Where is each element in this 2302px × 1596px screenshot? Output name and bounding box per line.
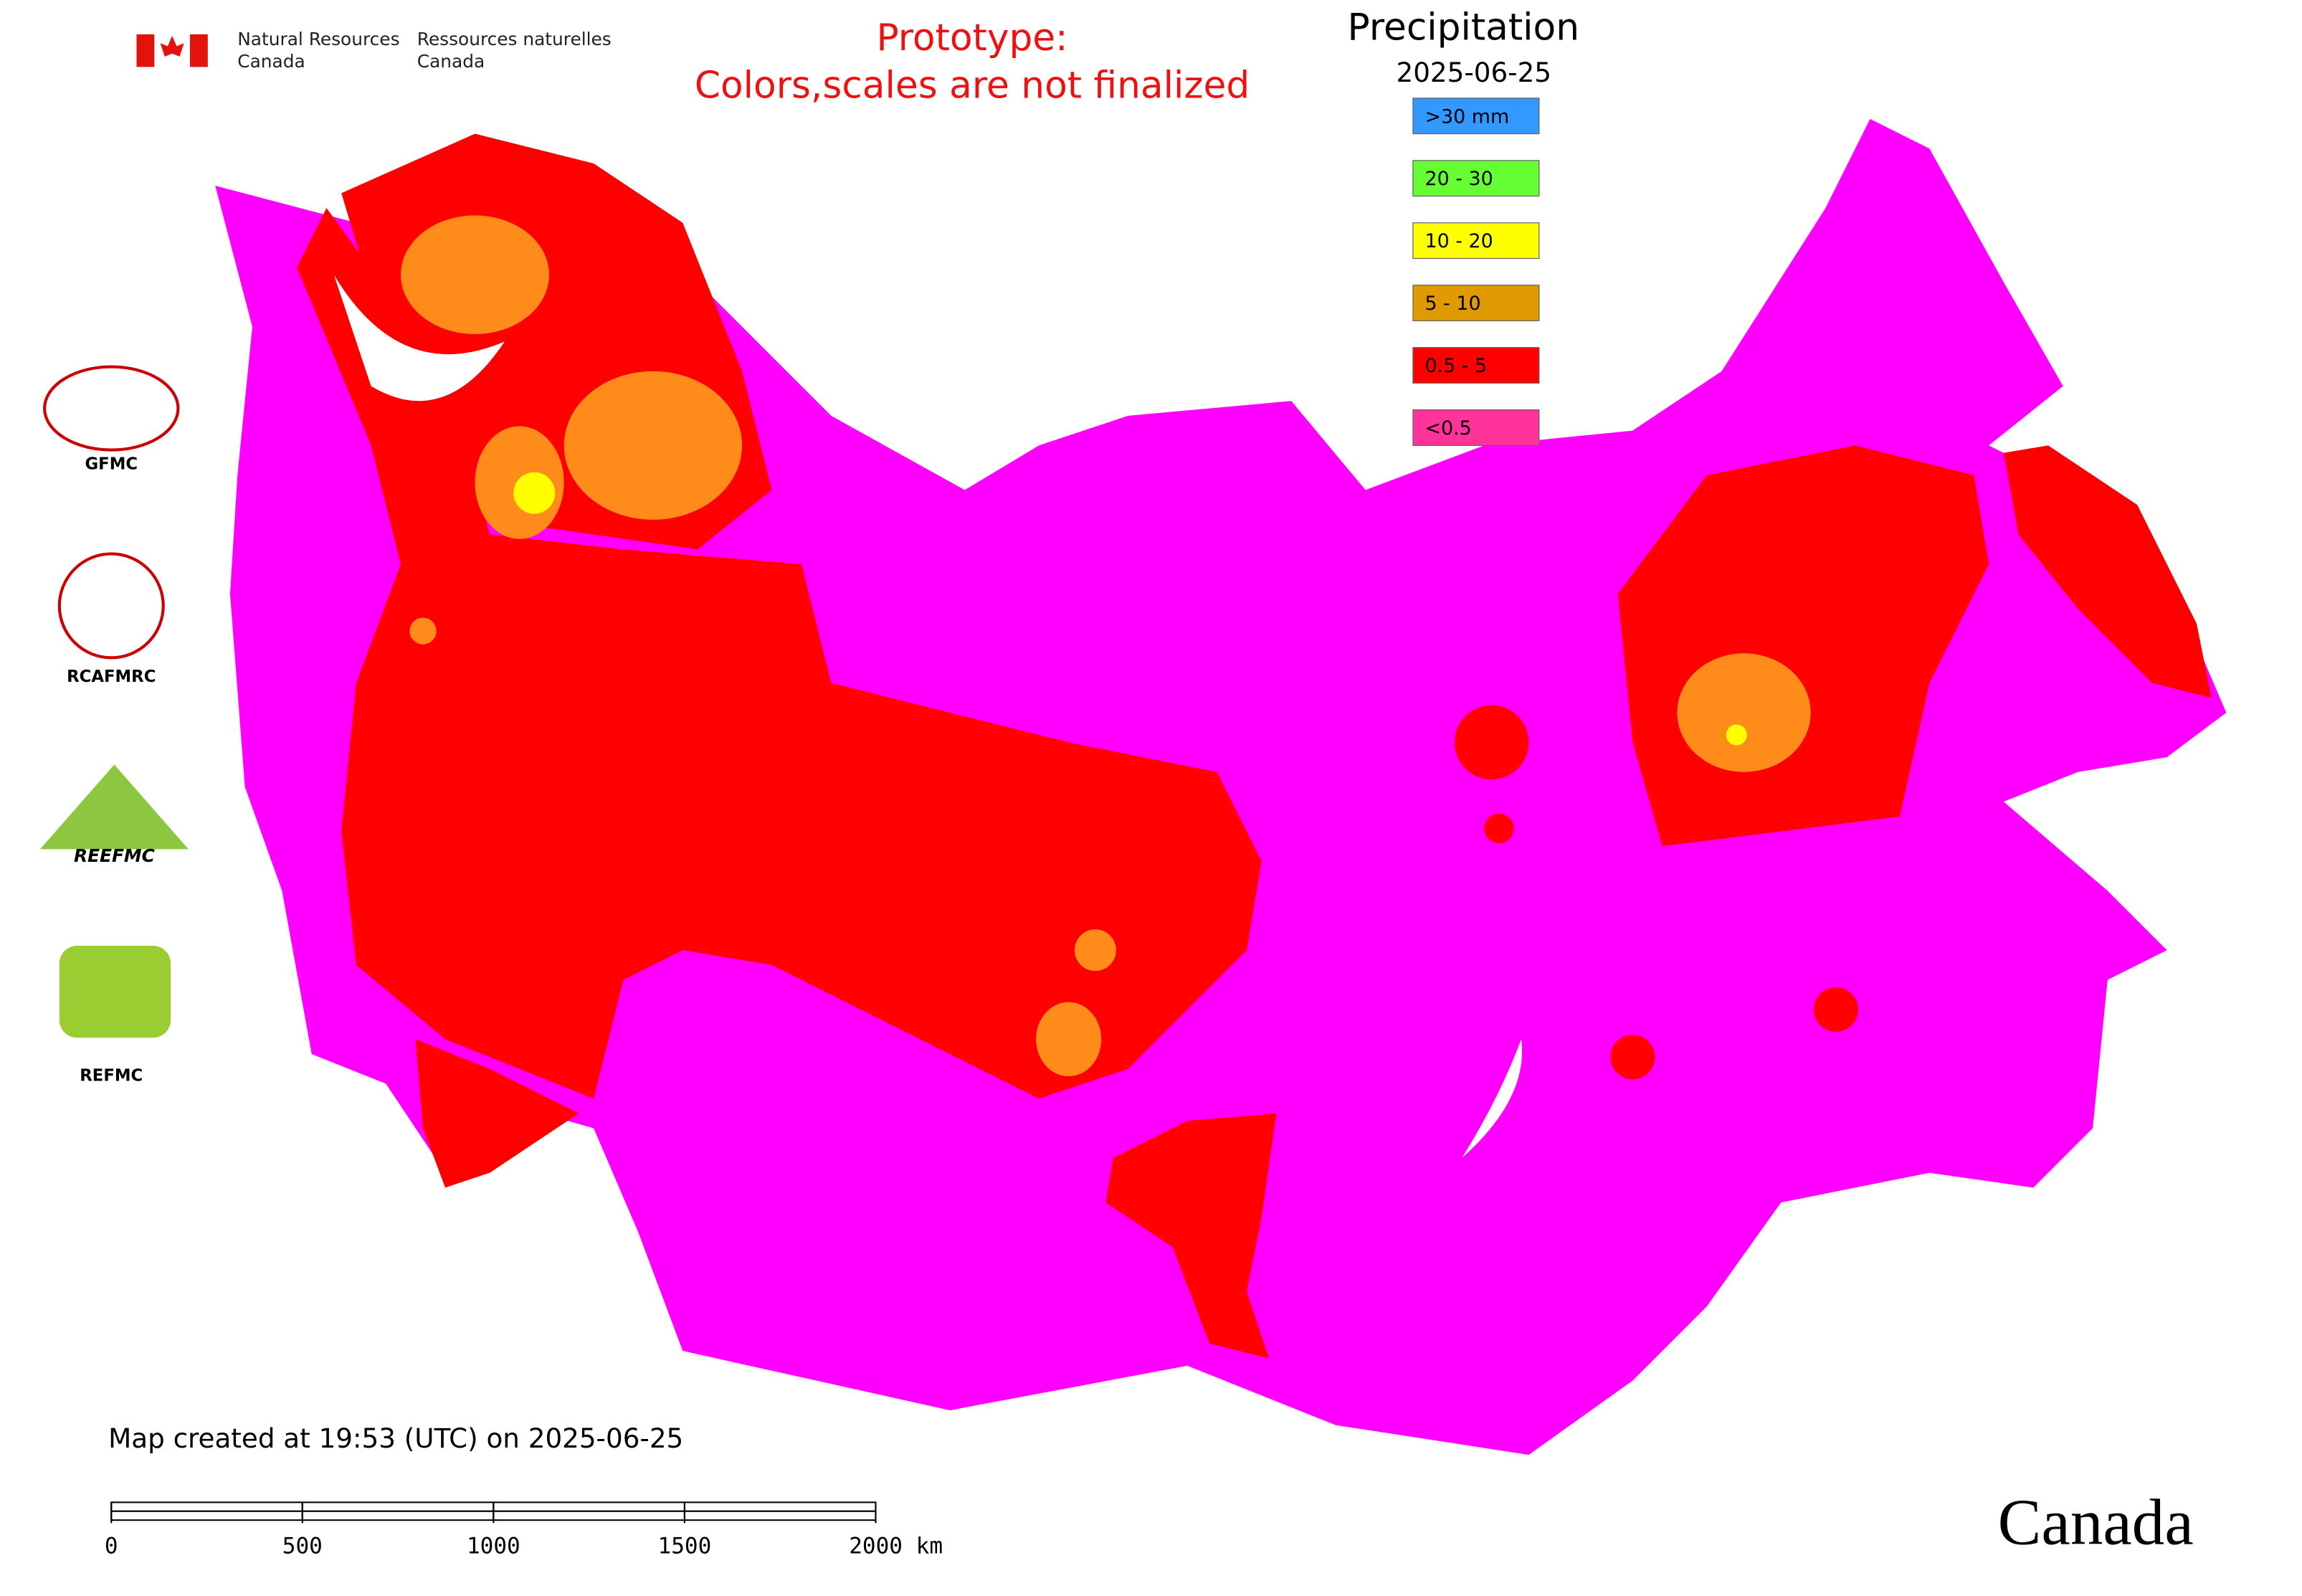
precip-0.5-5 <box>1454 705 1529 780</box>
precip-5-10 <box>1074 929 1116 972</box>
scale-label: 2000 km <box>849 1533 943 1559</box>
flag-bar <box>136 34 155 67</box>
precip-0.5-5 <box>1484 813 1514 844</box>
legend-swatch <box>1412 285 1540 322</box>
legend-date: 2025-06-25 <box>1397 57 1551 88</box>
scale-segment <box>301 1501 495 1512</box>
scale-label: 1000 <box>467 1533 520 1559</box>
scale-segment <box>110 1510 303 1521</box>
legend-label: 0.5 - 5 <box>1425 355 1487 377</box>
legend-swatch <box>1412 98 1540 135</box>
lake <box>1462 1039 1523 1159</box>
flag-bar <box>189 34 208 67</box>
agency-fr: Canada <box>417 51 485 72</box>
precip-10-20 <box>513 472 556 514</box>
legend-label: 10 - 20 <box>1425 230 1493 252</box>
rcafmrc-logo <box>57 552 165 660</box>
canada-wordmark: Canada <box>1998 1486 2194 1559</box>
precip-5-10 <box>409 617 437 645</box>
precip-5-10 <box>563 371 743 520</box>
scale-label: 0 <box>105 1533 118 1559</box>
sea <box>333 275 505 402</box>
notice: Prototype: <box>876 16 1067 60</box>
scale-label: 500 <box>282 1533 323 1559</box>
agency-fr: Ressources naturelles <box>417 29 612 49</box>
scale-label: 1500 <box>658 1533 712 1559</box>
scale-segment <box>683 1501 877 1512</box>
legend-title: Precipitation <box>1348 6 1579 49</box>
logo-label: REFMC <box>80 1067 143 1086</box>
logo-label: REEFMC <box>74 845 155 866</box>
gfmc-logo <box>43 365 180 452</box>
legend-label: <0.5 <box>1425 417 1471 440</box>
logo-label: RCAFMRC <box>67 668 156 686</box>
scale-segment <box>110 1501 303 1512</box>
precip-5-10 <box>1677 653 1811 772</box>
precip-0.5-5 <box>1813 987 1858 1032</box>
agency-en: Canada <box>237 51 305 72</box>
precip-5-10 <box>1036 1002 1102 1077</box>
legend-label: 20 - 30 <box>1425 168 1493 190</box>
scale-segment <box>301 1510 495 1521</box>
refmc-logo <box>59 945 171 1038</box>
precip-0.5-5 <box>297 208 1262 1099</box>
notice: Colors,scales are not finalized <box>695 64 1250 107</box>
legend-label: 5 - 10 <box>1425 293 1480 315</box>
scale-bar: 0 500 1000 1500 2000 km <box>105 1501 943 1559</box>
map <box>215 118 2227 1455</box>
created-note: Map created at 19:53 (UTC) on 2025-06-25 <box>108 1422 683 1454</box>
legend-label: >30 mm <box>1425 105 1509 128</box>
precip-0.5-5 <box>415 1039 579 1188</box>
precip-0.5-5 <box>1610 1035 1655 1080</box>
scale-segment <box>493 1501 685 1512</box>
precip-0.5-5 <box>1105 1113 1277 1359</box>
maple-leaf <box>160 35 184 57</box>
scale-segment <box>493 1510 685 1521</box>
legend-swatch <box>1412 347 1540 384</box>
precip-10-20 <box>1726 724 1747 746</box>
reefmc-logo <box>39 764 189 850</box>
precip-0.5-5 <box>2003 445 2212 698</box>
scale-segment <box>683 1510 877 1521</box>
legend-swatch <box>1412 222 1540 260</box>
precip-5-10 <box>400 215 550 335</box>
legend-swatch <box>1412 409 1540 446</box>
logo-label: GFMC <box>85 455 138 474</box>
agency-en: Natural Resources <box>237 29 399 49</box>
legend-swatch <box>1412 160 1540 197</box>
